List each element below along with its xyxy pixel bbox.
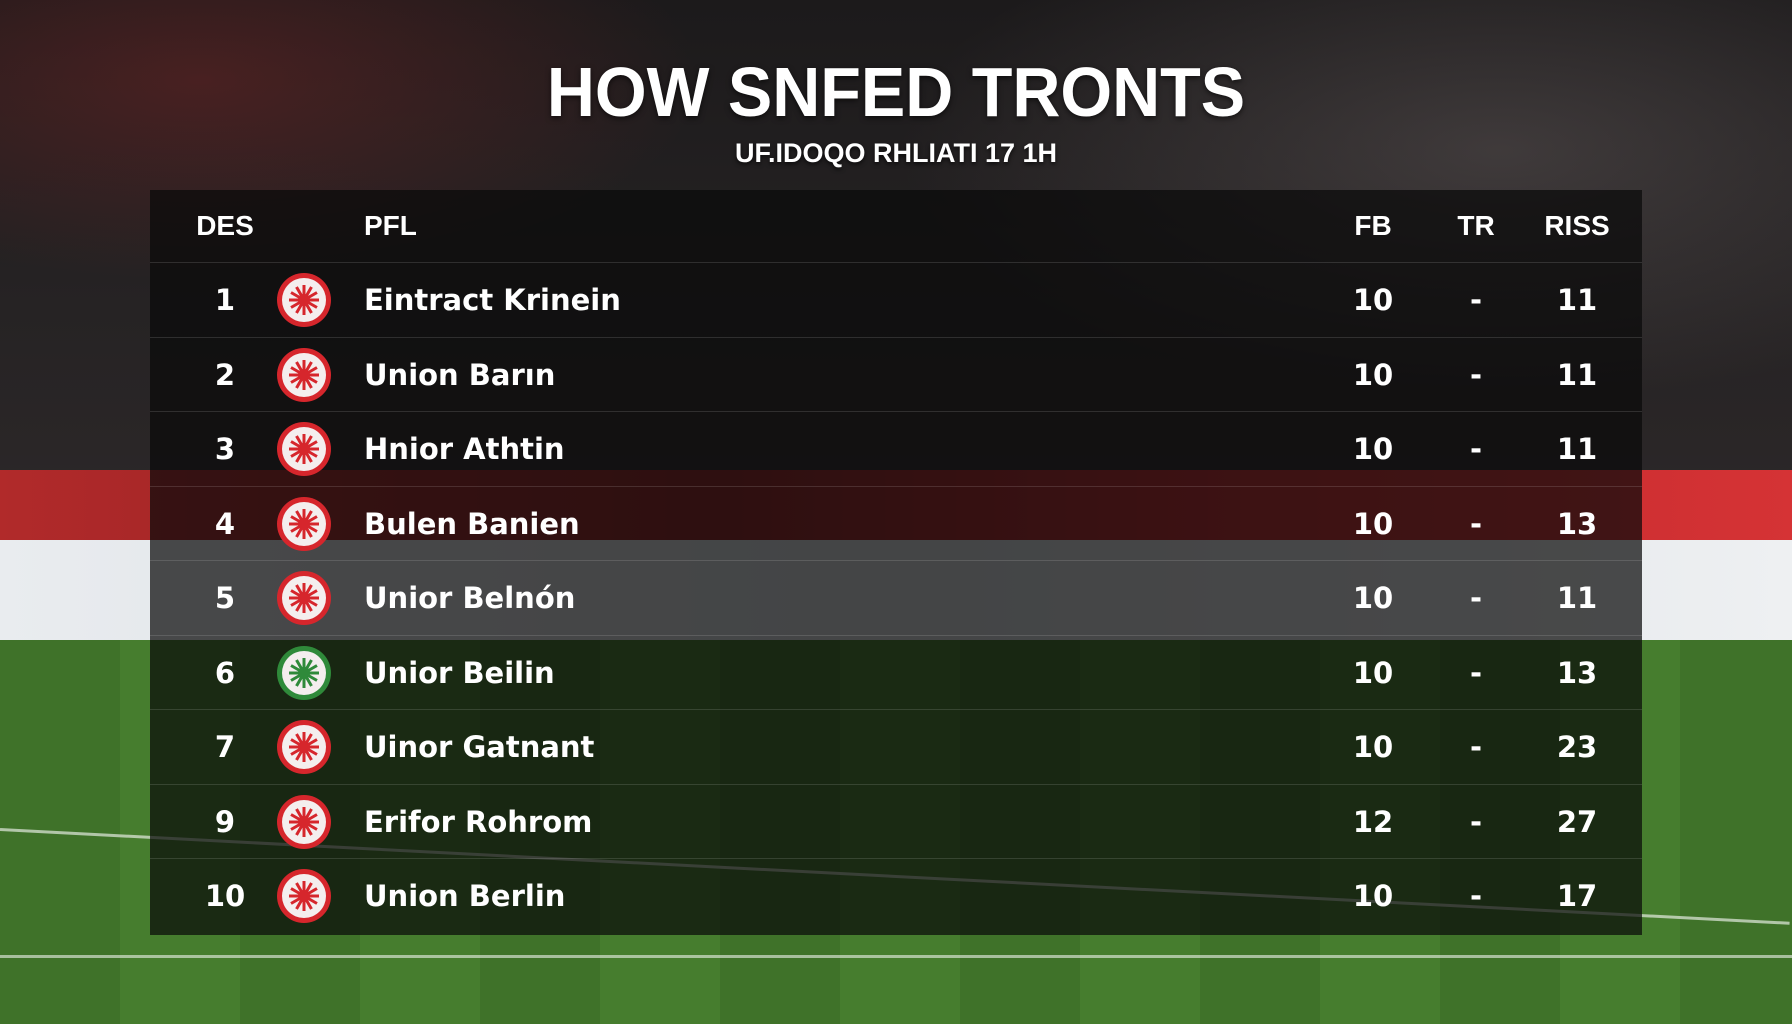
fb-value: 10 (1352, 581, 1394, 616)
club-name: Unior Belnón (364, 581, 576, 616)
table-row: 5 Unior Belnón 10 - 11 (150, 560, 1642, 636)
club-badge-icon (277, 869, 331, 924)
position: 10 (204, 879, 246, 914)
riss-value: 13 (1556, 655, 1598, 690)
table-row: 2 Union Barın 10 - 11 (150, 336, 1642, 413)
position: 2 (214, 357, 236, 392)
page-subtitle: UF.IDOQO RHLIATI 17 1H (734, 138, 1058, 168)
club-badge-icon (277, 422, 331, 477)
club-name: Unior Beilin (364, 655, 555, 690)
table-row: 4 Bulen Banien 10 - 13 (150, 485, 1642, 562)
fb-value: 10 (1352, 506, 1394, 541)
pitch-line (0, 955, 1792, 958)
fb-value: 10 (1352, 879, 1394, 914)
position: 6 (214, 655, 236, 690)
club-name: Union Berlin (364, 879, 566, 914)
table-row: 6 Unior Beilin 10 - 13 (150, 634, 1642, 711)
position: 7 (214, 730, 236, 765)
club-badge-icon (277, 347, 331, 402)
club-name: Uinor Gatnant (364, 730, 595, 765)
club-name: Hnior Athtin (364, 432, 565, 467)
table-row: 9 Erifor Rohrom 12 - 27 (150, 783, 1642, 860)
fb-value: 10 (1352, 357, 1394, 392)
tr-value: - (1469, 804, 1483, 839)
table-row: 7 Uinor Gatnant 10 - 23 (150, 709, 1642, 785)
club-badge-icon (277, 273, 331, 328)
table-header: DES PFL FB TR RISS (150, 190, 1642, 262)
riss-value: 11 (1556, 432, 1598, 467)
standings-table: DES PFL FB TR RISS 1 Eintract Krinein 10… (150, 190, 1642, 935)
tr-value: - (1469, 357, 1483, 392)
club-badge-icon (277, 794, 331, 849)
club-badge-icon (277, 720, 331, 775)
tr-value: - (1469, 283, 1483, 318)
riss-value: 11 (1556, 357, 1598, 392)
riss-value: 27 (1556, 804, 1598, 839)
fb-value: 10 (1352, 655, 1394, 690)
tr-value: - (1469, 730, 1483, 765)
header-tr: TR (1457, 210, 1495, 241)
riss-value: 11 (1556, 581, 1598, 616)
header-fb: FB (1354, 210, 1392, 241)
club-name: Eintract Krinein (364, 283, 621, 318)
riss-value: 13 (1556, 506, 1598, 541)
tr-value: - (1469, 581, 1483, 616)
table-row: 1 Eintract Krinein 10 - 11 (150, 262, 1642, 338)
fb-value: 10 (1352, 730, 1394, 765)
riss-value: 11 (1556, 283, 1598, 318)
header-pos: DES (196, 210, 254, 241)
tr-value: - (1469, 655, 1483, 690)
club-badge-icon (277, 645, 331, 700)
position: 5 (214, 581, 236, 616)
tr-value: - (1469, 506, 1483, 541)
riss-value: 17 (1556, 879, 1598, 914)
club-badge-icon (277, 496, 331, 551)
position: 4 (214, 506, 236, 541)
table-row: 10 Union Berlin 10 - 17 (150, 858, 1642, 934)
club-name: Erifor Rohrom (364, 804, 593, 839)
page-title: HOW SNFED TRONTS (546, 53, 1246, 131)
header-riss: RISS (1544, 210, 1610, 241)
fb-value: 12 (1352, 804, 1394, 839)
riss-value: 23 (1556, 730, 1598, 765)
header-club: PFL (364, 210, 417, 241)
club-badge-icon (277, 571, 331, 626)
fb-value: 10 (1352, 283, 1394, 318)
position: 1 (214, 283, 236, 318)
club-name: Union Barın (364, 357, 556, 392)
table-row: 3 Hnior Athtin 10 - 11 (150, 411, 1642, 487)
fb-value: 10 (1352, 432, 1394, 467)
tr-value: - (1469, 879, 1483, 914)
position: 9 (214, 804, 236, 839)
tr-value: - (1469, 432, 1483, 467)
position: 3 (214, 432, 236, 467)
club-name: Bulen Banien (364, 506, 580, 541)
